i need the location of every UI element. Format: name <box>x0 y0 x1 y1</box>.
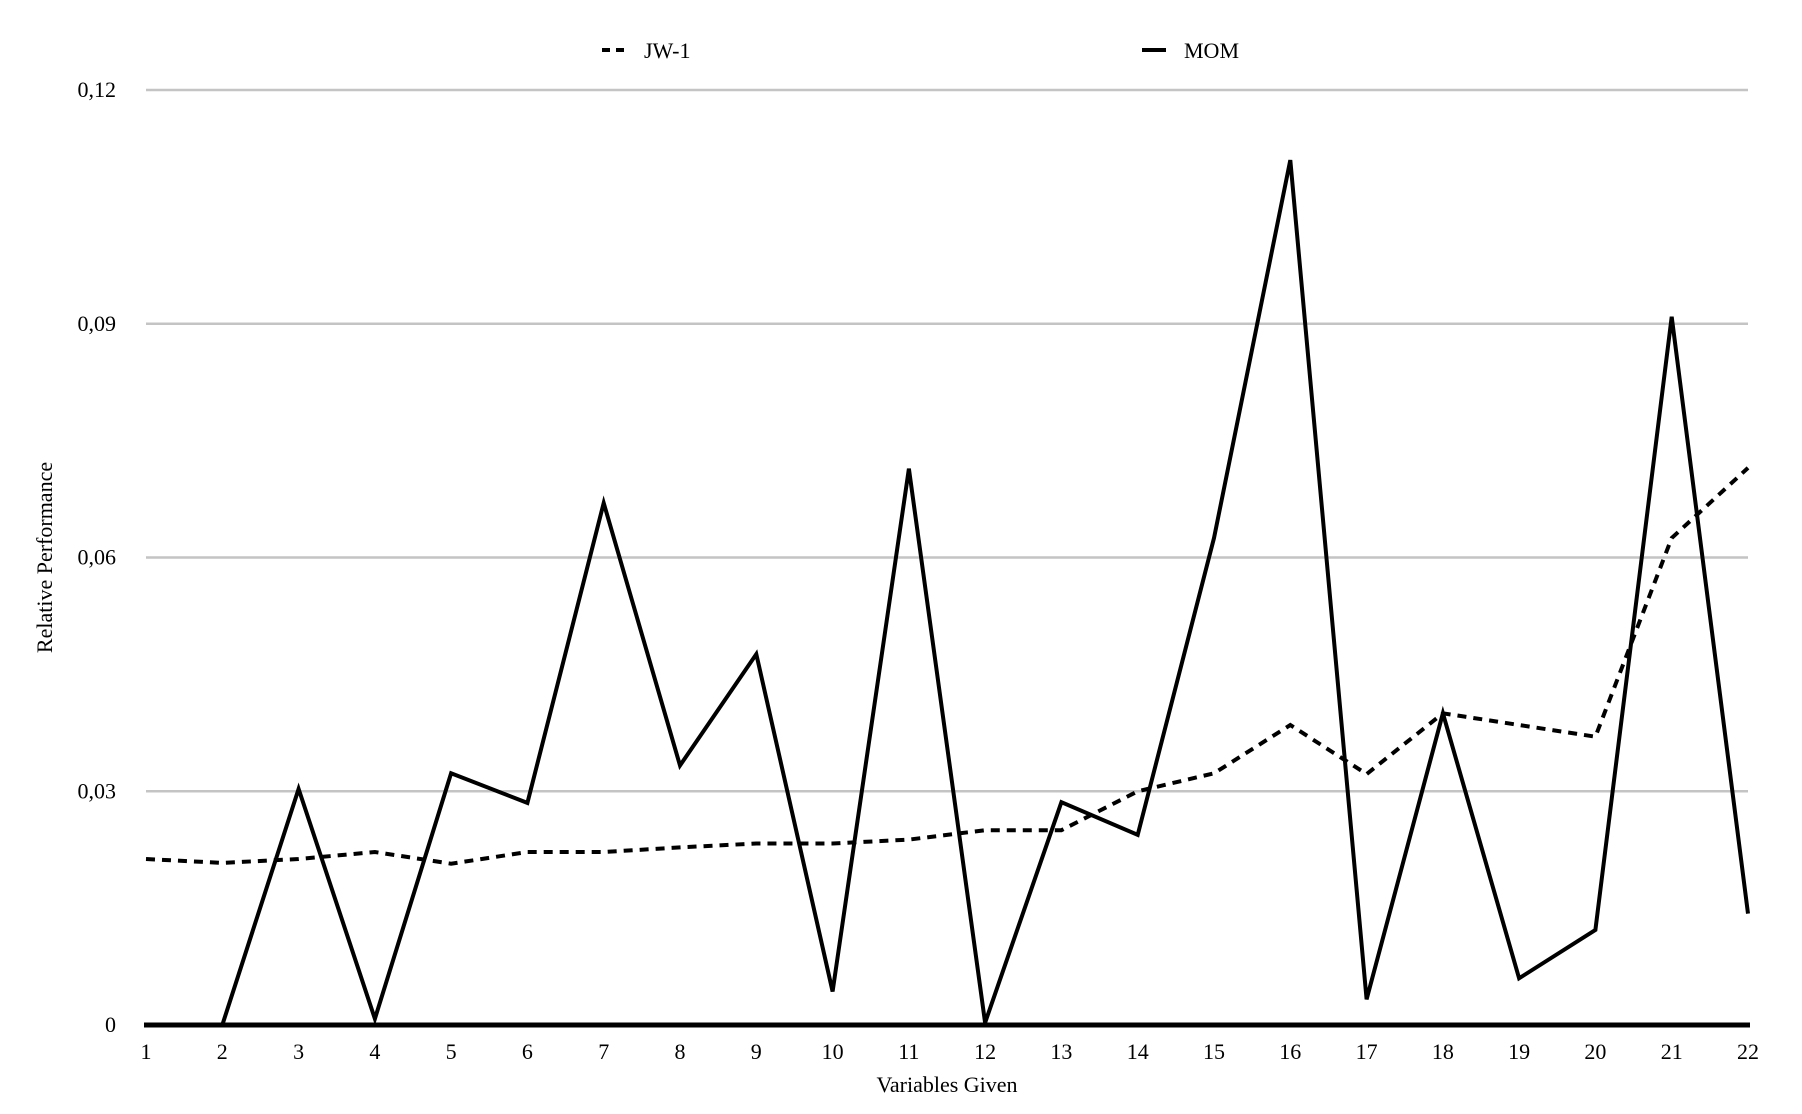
legend-label: MOM <box>1184 38 1239 63</box>
legend: JW-1 MOM <box>602 38 1239 63</box>
gridlines <box>146 88 1748 793</box>
x-tick-label: 9 <box>751 1039 762 1064</box>
x-tick-label: 15 <box>1203 1039 1225 1064</box>
x-tick-label: 10 <box>822 1039 844 1064</box>
y-tick-label: 0 <box>105 1012 116 1037</box>
x-tick-label: 14 <box>1127 1039 1149 1064</box>
x-tick-label: 3 <box>293 1039 304 1064</box>
x-tick-label: 21 <box>1661 1039 1683 1064</box>
x-axis-title: Variables Given <box>876 1072 1017 1097</box>
legend-label: JW-1 <box>644 38 690 63</box>
x-tick-label: 11 <box>898 1039 919 1064</box>
x-tick-label: 12 <box>974 1039 996 1064</box>
x-tick-label: 18 <box>1432 1039 1454 1064</box>
y-axis-ticks: 0 0,03 0,06 0,09 0,12 <box>78 77 117 1037</box>
x-tick-label: 17 <box>1356 1039 1378 1064</box>
x-tick-label: 16 <box>1279 1039 1301 1064</box>
x-tick-label: 22 <box>1737 1039 1759 1064</box>
x-tick-label: 19 <box>1508 1039 1530 1064</box>
y-tick-label: 0,03 <box>78 778 117 803</box>
x-tick-label: 13 <box>1050 1039 1072 1064</box>
plot-area <box>145 159 1750 1027</box>
x-tick-label: 2 <box>217 1039 228 1064</box>
series-line-mom <box>146 159 1750 1027</box>
x-tick-label: 20 <box>1584 1039 1606 1064</box>
x-tick-label: 8 <box>675 1039 686 1064</box>
series-line-jw-1 <box>145 466 1750 866</box>
x-tick-label: 5 <box>446 1039 457 1064</box>
x-axis-ticks: 1 2 3 4 5 6 7 8 9 10 11 12 13 14 15 16 17 18 19 20 21 22 <box>141 1039 1760 1064</box>
y-axis-title: Relative Performance <box>32 462 57 653</box>
x-tick-label: 1 <box>141 1039 152 1064</box>
x-tick-label: 7 <box>598 1039 609 1064</box>
y-tick-label: 0,12 <box>78 77 117 102</box>
x-tick-label: 6 <box>522 1039 533 1064</box>
x-tick-label: 4 <box>369 1039 380 1064</box>
y-tick-label: 0,09 <box>78 311 117 336</box>
y-tick-label: 0,06 <box>78 545 117 570</box>
